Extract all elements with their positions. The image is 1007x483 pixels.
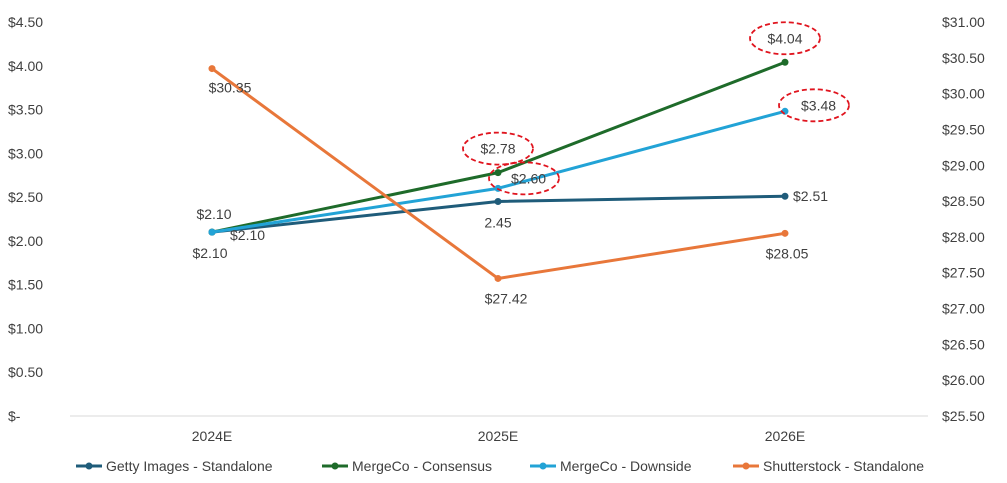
data-label-mergeco-downside: $2.10	[230, 227, 265, 243]
legend-label: MergeCo - Consensus	[352, 458, 492, 474]
left-tick-label: $-	[8, 408, 21, 424]
highlight-circle	[749, 21, 821, 56]
left-tick-label: $3.50	[8, 102, 43, 118]
legend-marker	[742, 462, 750, 470]
right-tick-label: $25.50	[942, 408, 985, 424]
data-point-getty-images-standalone	[781, 192, 789, 200]
x-tick-label: 2025E	[478, 428, 518, 444]
right-tick-label: $30.00	[942, 86, 985, 102]
legend-label: MergeCo - Downside	[560, 458, 692, 474]
left-tick-label: $3.00	[8, 145, 43, 161]
legend-marker	[539, 462, 547, 470]
data-label-mergeco-consensus: $4.04	[767, 30, 802, 46]
x-axis-ticks: 2024E 2025E 2026E	[192, 428, 805, 444]
left-tick-label: $1.00	[8, 320, 43, 336]
data-point-shutterstock-standalone	[494, 274, 502, 282]
right-tick-label: $29.00	[942, 157, 985, 173]
data-label-shutterstock-standalone: $28.05	[766, 245, 809, 261]
data-label-mergeco-consensus: $2.10	[196, 206, 231, 222]
legend-marker	[85, 462, 93, 470]
data-point-getty-images-standalone	[494, 197, 502, 205]
series-lines	[208, 58, 789, 282]
right-tick-label: $27.00	[942, 301, 985, 317]
data-label-mergeco-downside: $3.48	[801, 97, 836, 113]
data-label-mergeco-downside: $2.60	[511, 170, 546, 186]
right-tick-label: $26.00	[942, 372, 985, 388]
x-tick-label: 2024E	[192, 428, 232, 444]
highlight-circles	[462, 21, 850, 196]
data-label-shutterstock-standalone: $27.42	[485, 290, 528, 306]
right-tick-label: $31.00	[942, 14, 985, 30]
highlight-circle	[462, 131, 534, 166]
right-axis-ticks: $25.50 $26.00 $26.50 $27.00 $27.50 $28.00 $28.…	[942, 14, 985, 424]
data-point-mergeco-downside	[208, 228, 216, 236]
right-tick-label: $26.50	[942, 336, 985, 352]
legend: Getty Images - Standalone MergeCo - Conse…	[76, 458, 924, 474]
legend-item-getty-images-standalone: Getty Images - Standalone	[76, 458, 273, 474]
data-point-shutterstock-standalone	[208, 65, 216, 73]
left-axis-ticks: $- $0.50 $1.00 $1.50 $2.00 $2.50 $3.00 $3.50 $4.…	[8, 14, 43, 424]
left-tick-label: $1.50	[8, 277, 43, 293]
data-label-mergeco-consensus: $2.78	[480, 141, 515, 157]
legend-marker	[331, 462, 339, 470]
legend-item-mergeco-consensus: MergeCo - Consensus	[322, 458, 492, 474]
legend-label: Getty Images - Standalone	[106, 458, 273, 474]
data-point-mergeco-consensus	[494, 169, 502, 177]
x-tick-label: 2026E	[765, 428, 805, 444]
data-labels: $2.10 2.45 $2.51 $2.10 $2.78 $4.04 $2.10 $2.60 $…	[192, 30, 836, 306]
right-tick-label: $30.50	[942, 50, 985, 66]
right-tick-label: $29.50	[942, 121, 985, 137]
data-label-getty-images-standalone: $2.10	[192, 245, 227, 261]
right-tick-label: $28.00	[942, 229, 985, 245]
left-tick-label: $2.50	[8, 189, 43, 205]
highlight-circle	[488, 161, 560, 196]
left-tick-label: $4.50	[8, 14, 43, 30]
left-tick-label: $0.50	[8, 364, 43, 380]
data-point-shutterstock-standalone	[781, 229, 789, 237]
right-tick-label: $28.50	[942, 193, 985, 209]
legend-label: Shutterstock - Standalone	[763, 458, 924, 474]
legend-item-mergeco-downside: MergeCo - Downside	[530, 458, 692, 474]
highlight-circle	[778, 88, 850, 123]
left-tick-label: $4.00	[8, 58, 43, 74]
data-label-shutterstock-standalone: $30.35	[209, 80, 252, 96]
left-tick-label: $2.00	[8, 233, 43, 249]
legend-item-shutterstock-standalone: Shutterstock - Standalone	[733, 458, 924, 474]
right-tick-label: $27.50	[942, 265, 985, 281]
data-point-mergeco-consensus	[781, 58, 789, 66]
data-label-getty-images-standalone: $2.51	[793, 188, 828, 204]
data-label-getty-images-standalone: 2.45	[484, 214, 511, 230]
